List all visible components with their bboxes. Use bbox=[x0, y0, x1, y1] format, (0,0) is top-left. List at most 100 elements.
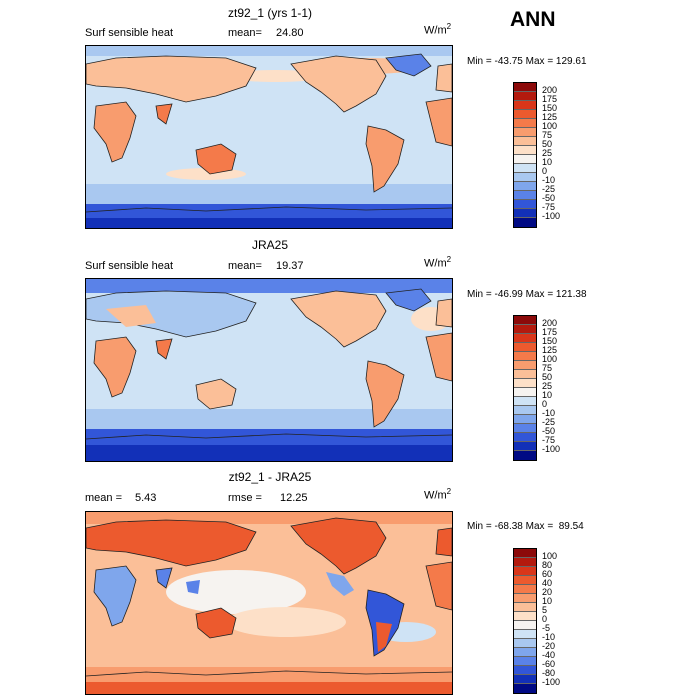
colorbar-swatch bbox=[514, 388, 536, 397]
colorbar-swatch bbox=[514, 442, 536, 451]
panel-1-min-max: Min = -43.75 Max = 129.61 bbox=[467, 56, 587, 67]
colorbar-swatch bbox=[514, 585, 536, 594]
panel-2-map bbox=[85, 278, 453, 462]
colorbar-swatch bbox=[514, 666, 536, 675]
panel-2-colorbar bbox=[513, 315, 537, 461]
colorbar-tick-label: -75 bbox=[542, 435, 556, 445]
colorbar-tick-label: -60 bbox=[542, 659, 556, 669]
colorbar-swatch bbox=[514, 155, 536, 164]
colorbar-tick-label: 125 bbox=[542, 345, 558, 355]
colorbar-swatch bbox=[514, 83, 536, 92]
colorbar-tick-label: 100 bbox=[542, 551, 558, 561]
colorbar-tick-label: 60 bbox=[542, 569, 553, 579]
panel-3-title: zt92_1 - JRA25 bbox=[228, 470, 312, 484]
season-label: ANN bbox=[510, 8, 556, 31]
colorbar-swatch bbox=[514, 621, 536, 630]
panel-1-map bbox=[85, 45, 453, 229]
colorbar-tick-label: -5 bbox=[542, 623, 551, 633]
colorbar-swatch bbox=[514, 451, 536, 460]
panel-3-mean-label: mean = bbox=[85, 492, 122, 504]
panel-1-title: zt92_1 (yrs 1-1) bbox=[227, 6, 313, 20]
colorbar-swatch bbox=[514, 406, 536, 415]
colorbar-tick-label: -10 bbox=[542, 632, 556, 642]
colorbar-swatch bbox=[514, 146, 536, 155]
colorbar-swatch bbox=[514, 361, 536, 370]
colorbar-tick-label: -25 bbox=[542, 184, 556, 194]
colorbar-tick-label: 25 bbox=[542, 148, 553, 158]
panel-3-units: W/m2 bbox=[424, 487, 452, 502]
colorbar-swatch bbox=[514, 191, 536, 200]
panel-2-mean-value: 19.37 bbox=[276, 260, 304, 272]
colorbar-tick-label: -80 bbox=[542, 668, 556, 678]
colorbar-tick-label: -20 bbox=[542, 641, 556, 651]
colorbar-tick-label: 10 bbox=[542, 157, 553, 167]
panel-3-rmse-label: rmse = bbox=[228, 492, 262, 504]
colorbar-tick-label: 50 bbox=[542, 139, 553, 149]
colorbar-swatch bbox=[514, 209, 536, 218]
colorbar-tick-label: 0 bbox=[542, 614, 548, 624]
panel-3-mean-value: 5.43 bbox=[135, 492, 157, 504]
colorbar-swatch bbox=[514, 370, 536, 379]
colorbar-swatch bbox=[514, 657, 536, 666]
colorbar-tick-label: 175 bbox=[542, 327, 558, 337]
colorbar-swatch bbox=[514, 558, 536, 567]
colorbar-tick-label: -10 bbox=[542, 408, 556, 418]
colorbar-tick-label: -40 bbox=[542, 650, 556, 660]
colorbar-tick-label: -10 bbox=[542, 175, 556, 185]
colorbar-swatch bbox=[514, 218, 536, 227]
colorbar-tick-label: 75 bbox=[542, 130, 553, 140]
colorbar-swatch bbox=[514, 137, 536, 146]
colorbar-tick-label: -50 bbox=[542, 193, 556, 203]
colorbar-swatch bbox=[514, 594, 536, 603]
panel-3-map bbox=[85, 511, 453, 695]
panel-2-units: W/m2 bbox=[424, 255, 452, 270]
colorbar-tick-label: 25 bbox=[542, 381, 553, 391]
colorbar-tick-label: -75 bbox=[542, 202, 556, 212]
colorbar-swatch bbox=[514, 424, 536, 433]
colorbar-swatch bbox=[514, 379, 536, 388]
colorbar-swatch bbox=[514, 334, 536, 343]
colorbar-swatch bbox=[514, 128, 536, 137]
colorbar-tick-label: 10 bbox=[542, 596, 553, 606]
colorbar-swatch bbox=[514, 200, 536, 209]
colorbar-swatch bbox=[514, 164, 536, 173]
colorbar-swatch bbox=[514, 110, 536, 119]
colorbar-swatch bbox=[514, 675, 536, 684]
colorbar-tick-label: 80 bbox=[542, 560, 553, 570]
panel-1-colorbar bbox=[513, 82, 537, 228]
colorbar-tick-label: 200 bbox=[542, 85, 558, 95]
colorbar-tick-label: 200 bbox=[542, 318, 558, 328]
panel-2-mean-label: mean= bbox=[228, 260, 262, 272]
colorbar-tick-label: 50 bbox=[542, 372, 553, 382]
colorbar-swatch bbox=[514, 397, 536, 406]
colorbar-swatch bbox=[514, 182, 536, 191]
colorbar-tick-label: 40 bbox=[542, 578, 553, 588]
colorbar-swatch bbox=[514, 648, 536, 657]
panel-1-mean-value: 24.80 bbox=[276, 27, 304, 39]
panel-1-variable-label: Surf sensible heat bbox=[85, 27, 174, 39]
colorbar-swatch bbox=[514, 352, 536, 361]
colorbar-tick-label: 0 bbox=[542, 166, 548, 176]
panel-1-mean-label: mean= bbox=[228, 27, 262, 39]
colorbar-tick-label: 100 bbox=[542, 121, 558, 131]
colorbar-swatch bbox=[514, 316, 536, 325]
panel-2-variable-label: Surf sensible heat bbox=[85, 260, 174, 272]
colorbar-swatch bbox=[514, 433, 536, 442]
colorbar-tick-label: 100 bbox=[542, 354, 558, 364]
colorbar-swatch bbox=[514, 576, 536, 585]
panel-3-colorbar bbox=[513, 548, 537, 694]
colorbar-tick-label: -25 bbox=[542, 417, 556, 427]
colorbar-swatch bbox=[514, 415, 536, 424]
panel-3-min-max: Min = -68.38 Max = 89.54 bbox=[467, 521, 584, 532]
colorbar-swatch bbox=[514, 101, 536, 110]
colorbar-tick-label: 150 bbox=[542, 103, 558, 113]
panel-2-title: JRA25 bbox=[251, 238, 289, 252]
colorbar-swatch bbox=[514, 567, 536, 576]
colorbar-swatch bbox=[514, 92, 536, 101]
panel-2-min-max: Min = -46.99 Max = 121.38 bbox=[467, 289, 587, 300]
panel-1-units: W/m2 bbox=[424, 22, 452, 37]
colorbar-tick-label: -100 bbox=[542, 211, 561, 221]
colorbar-tick-label: 0 bbox=[542, 399, 548, 409]
colorbar-tick-label: -100 bbox=[542, 444, 561, 454]
panel-3-rmse-value: 12.25 bbox=[280, 492, 308, 504]
